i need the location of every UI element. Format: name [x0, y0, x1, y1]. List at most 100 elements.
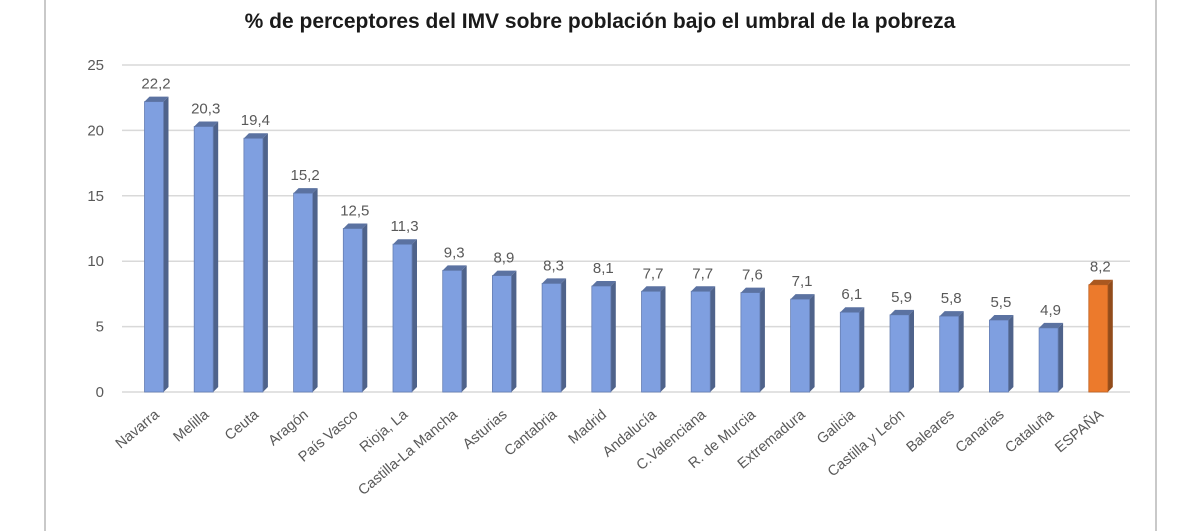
bar-side-face — [1107, 279, 1113, 392]
x-tick-label: Baleares — [904, 407, 958, 456]
bar-top-face — [144, 96, 169, 102]
bar — [1038, 322, 1064, 393]
bar-side-face — [312, 188, 318, 392]
data-label: 9,3 — [444, 244, 465, 261]
bar-front-face — [839, 311, 860, 393]
data-label: 7,1 — [792, 273, 813, 290]
bar-front-face — [790, 298, 810, 393]
left-border-line — [44, 0, 46, 531]
bars — [144, 96, 1113, 393]
bar-side-face — [1058, 322, 1064, 392]
bar-top-face — [243, 133, 268, 139]
bar-front-face — [889, 314, 910, 393]
bar — [144, 96, 169, 393]
x-tick-label: Canarias — [953, 407, 1008, 457]
bar-side-face — [958, 311, 964, 392]
bar-top-face — [1039, 322, 1064, 328]
bar-top-face — [343, 223, 368, 229]
bar-side-face — [859, 307, 865, 392]
data-label: 5,8 — [941, 290, 962, 307]
bar — [839, 307, 865, 393]
data-label: 5,9 — [891, 289, 912, 306]
bar-top-face — [989, 315, 1014, 321]
bar — [392, 239, 417, 393]
bar-side-face — [412, 239, 417, 392]
x-tick-label: Navarra — [113, 406, 164, 452]
data-label: 11,3 — [390, 218, 418, 235]
data-label: 15,2 — [290, 167, 319, 184]
bar-side-face — [710, 286, 716, 392]
bar-front-face — [690, 290, 711, 393]
right-border-line — [1155, 0, 1157, 531]
bar-front-face — [442, 269, 463, 393]
bar-top-face — [840, 307, 865, 313]
bar-side-face — [561, 278, 567, 392]
x-tick-label: Melilla — [171, 406, 213, 445]
bar-side-face — [262, 133, 268, 393]
y-tick-label: 25 — [87, 57, 104, 74]
bar-top-face — [740, 287, 765, 293]
bar-side-face — [213, 121, 219, 392]
bar-top-face — [1088, 279, 1113, 285]
bar-front-face — [989, 319, 1009, 393]
bar — [342, 223, 368, 393]
data-label: 6,1 — [841, 286, 862, 303]
bar-front-face — [591, 285, 612, 393]
data-label: 8,2 — [1090, 259, 1111, 276]
data-label: 8,3 — [543, 257, 564, 274]
data-label: 12,5 — [340, 203, 369, 220]
data-labels: 22,2 20,3 19,4 15,2 12,5 11,3 9,3 8,9 8,3 8,1 7,7 7… — [141, 76, 1110, 319]
bar-side-face — [362, 223, 368, 392]
bar — [442, 265, 467, 393]
x-tick-label: ESPAÑA — [1052, 406, 1107, 456]
bar-side-face — [909, 309, 914, 392]
bar-top-face — [691, 286, 716, 292]
y-tick-label: 5 — [96, 319, 104, 336]
y-axis-tick-labels: 0 5 10 15 20 25 — [87, 57, 104, 401]
data-label: 4,9 — [1040, 302, 1061, 319]
data-label: 22,2 — [141, 76, 170, 93]
x-tick-label: Aragón — [266, 407, 312, 449]
bar-top-face — [542, 278, 567, 284]
bar-top-face — [790, 294, 815, 300]
bar-front-face — [541, 283, 562, 393]
bar — [193, 121, 219, 393]
bar-front-face — [1038, 327, 1059, 393]
bar-front-face — [293, 192, 314, 393]
y-tick-label: 15 — [87, 188, 104, 205]
data-label: 8,1 — [593, 260, 614, 277]
x-tick-label: Galicia — [814, 406, 859, 447]
x-tick-label: Cantabria — [502, 406, 561, 459]
bar-top-face — [293, 188, 318, 194]
bar-top-face — [890, 309, 914, 315]
bar-top-face — [393, 239, 417, 245]
data-label: 7,6 — [742, 267, 763, 284]
bar-front-face — [740, 292, 761, 393]
bar — [491, 270, 517, 393]
bar-front-face — [939, 315, 960, 393]
chart-title: % de perceptores del IMV sobre población… — [244, 10, 956, 33]
bar-side-face — [759, 287, 765, 392]
bar-side-face — [1008, 315, 1014, 392]
bar-front-face — [243, 137, 264, 393]
bar-side-face — [511, 270, 517, 392]
bar-front-face — [491, 275, 512, 393]
bar-top-face — [641, 286, 666, 292]
bar-front-face — [193, 126, 214, 393]
bar — [1088, 279, 1113, 393]
data-label: 8,9 — [493, 250, 514, 267]
bar — [591, 281, 616, 393]
bar-top-face — [492, 270, 517, 276]
data-label: 19,4 — [241, 112, 270, 129]
y-tick-label: 20 — [87, 122, 104, 139]
bar-top-face — [591, 281, 616, 287]
bar — [541, 278, 567, 393]
bar-side-face — [461, 265, 467, 392]
data-label: 20,3 — [191, 100, 220, 117]
bar-front-face — [392, 243, 413, 393]
bar — [889, 309, 914, 393]
bar-top-face — [442, 265, 467, 271]
